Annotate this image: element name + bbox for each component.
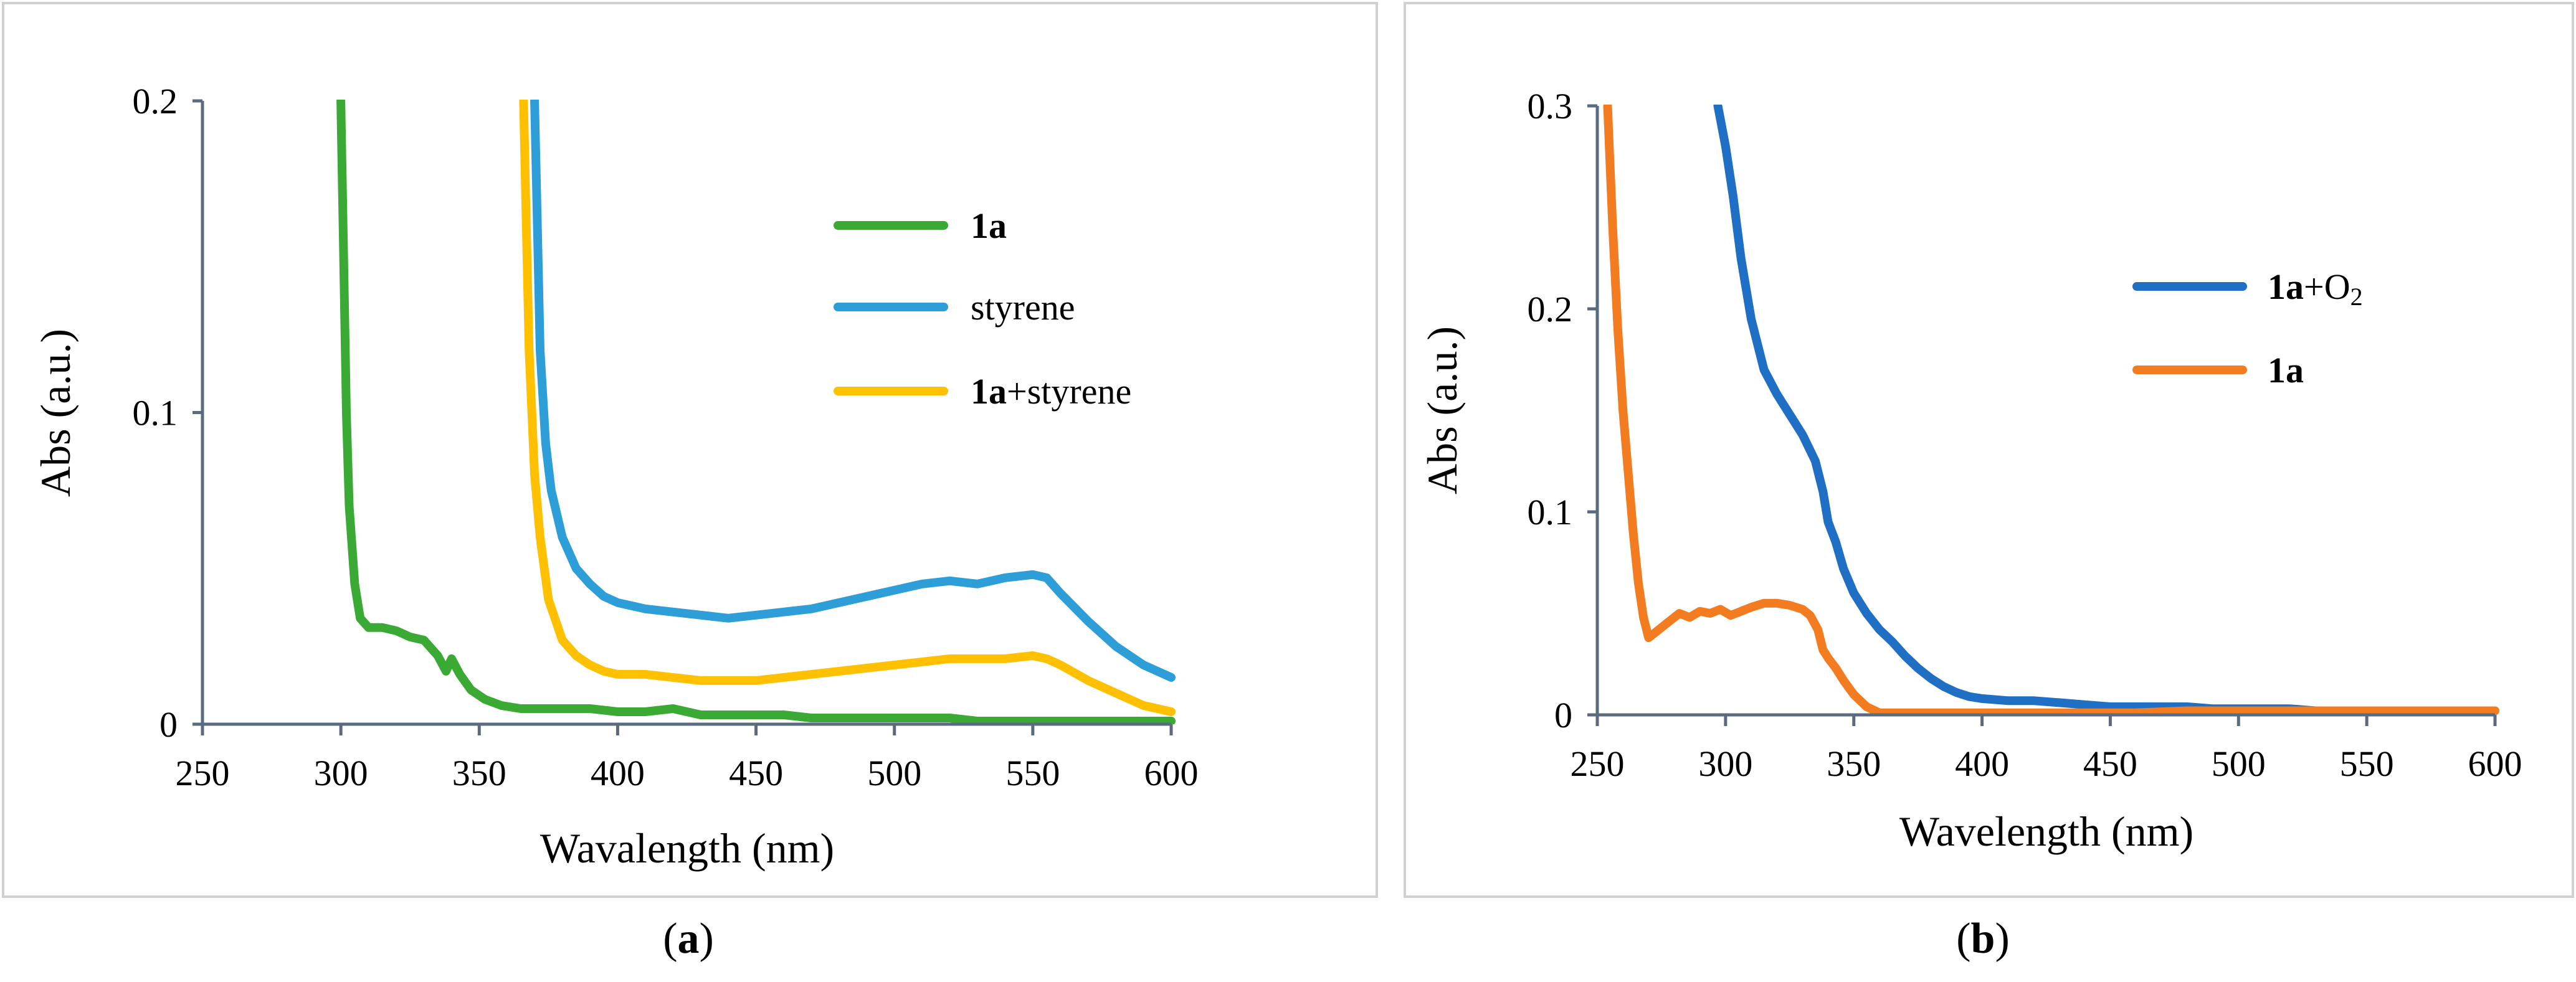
caption-letter: b [1971,915,1995,963]
legend-subscript: 2 [2350,283,2363,311]
legend-text-part: +styrene [1007,371,1131,412]
panel-caption-b: (b) [1956,915,2010,963]
x-tick-label-b: 250 [1571,744,1625,784]
y-tick-label-a: 0.1 [133,393,178,433]
legend-text-part: +O [2304,267,2350,307]
legend-item-a-1: styrene [834,287,1075,328]
x-tick-label-a: 450 [729,753,783,793]
panel-frame-b [1404,2,2574,898]
panel-frame-a [2,2,1378,898]
legend-label: 1a [971,205,1007,246]
legend-text-part: 1a [2268,267,2304,307]
caption-open: ( [1956,915,1970,963]
panel-b: 250 300 350 400 450 500 550 600 0 0.1 0.2 0.3 Wavele… [1404,2,2574,963]
y-tick-label-a: 0 [159,704,178,745]
legend-item-a-0: 1a [834,205,1007,246]
caption-letter: a [678,915,700,963]
y-axis-title-b: Abs (a.u.) [1419,326,1466,494]
y-axis-title-a: Abs (a.u.) [32,329,79,497]
x-tick-label-b: 300 [1698,744,1752,784]
x-tick-label-b: 550 [2340,744,2394,784]
caption-close: ) [1995,915,2009,963]
caption-close: ) [700,915,714,963]
x-tick-label-a: 350 [452,753,506,793]
x-tick-label-a: 500 [867,753,921,793]
legend-text-part: 1a [971,205,1007,246]
x-tick-label-b: 600 [2468,744,2522,784]
legend-text-part: styrene [971,287,1075,328]
caption-open: ( [663,915,677,963]
legend-item-b-1: 1a [2132,350,2304,390]
x-axis-title-a: Wavalength (nm) [540,824,834,872]
x-tick-label-b: 500 [2212,744,2266,784]
panel-a: 250 300 350 400 450 500 550 600 0 0.1 0.2 Wavalengt… [2,2,1378,963]
y-tick-label-b: 0.3 [1528,86,1573,126]
x-tick-label-a: 400 [591,753,645,793]
legend-label: 1a [2268,350,2304,390]
series-line-a-1 [530,100,1176,682]
legend-text-part: 1a [2268,350,2304,390]
legend-label: 1a+styrene [971,371,1131,412]
x-tick-label-b: 350 [1827,744,1881,784]
y-tick-label-b: 0.2 [1528,289,1573,329]
y-tick-label-b: 0.1 [1528,492,1573,532]
legend-item-a-2: 1a+styrene [834,371,1131,412]
series-line-a-2 [519,100,1176,716]
series-line-b-1 [1603,105,2499,715]
x-tick-label-a: 600 [1144,753,1199,793]
x-tick-label-a: 300 [314,753,368,793]
y-tick-label-b: 0 [1554,695,1572,735]
y-tick-label-a: 0.2 [133,81,178,121]
x-tick-label-a: 550 [1005,753,1060,793]
x-axis-title-b: Wavelength (nm) [1899,808,2193,855]
legend-item-b-0: 1a+O2 [2132,267,2363,311]
panel-caption-a: (a) [663,915,714,963]
x-tick-label-a: 250 [176,753,230,793]
x-tick-label-b: 450 [2083,744,2137,784]
legend-label: styrene [971,287,1075,328]
x-tick-label-b: 400 [1955,744,2009,784]
series-line-a-0 [336,100,1176,724]
legend-text-part: 1a [971,371,1007,412]
legend-label: 1a+O2 [2268,267,2363,311]
